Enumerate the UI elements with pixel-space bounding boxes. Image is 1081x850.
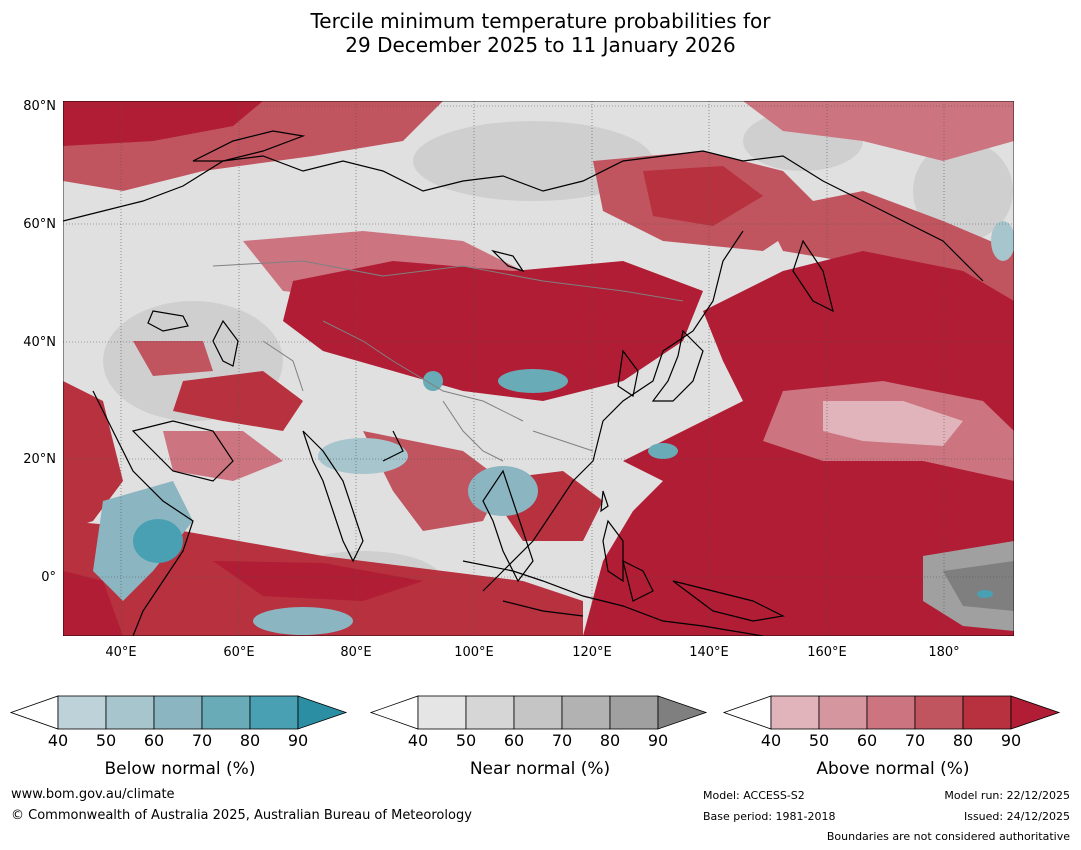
colorbar-near-segment [561, 695, 611, 730]
colorbar-above-segment [818, 695, 868, 730]
colorbar-near-segment [609, 695, 659, 730]
colorbar-below-low-extension [10, 695, 59, 730]
probability-map [63, 101, 1014, 636]
colorbar-above-segment [962, 695, 1012, 730]
colorbar-below-segment [249, 695, 299, 730]
colorbar-below-segment [105, 695, 155, 730]
tick-label: 40 [407, 731, 429, 750]
colorbar-below [10, 695, 348, 730]
tick-label: 40 [760, 731, 782, 750]
footer-model: Model: ACCESS-S2 [703, 789, 805, 802]
tick-label: 70 [551, 731, 573, 750]
tick-label: 90 [287, 731, 309, 750]
lat-label-40n: 40°N [23, 335, 56, 350]
chart-title-line1: Tercile minimum temperature probabilitie… [310, 9, 771, 33]
lat-label-20n: 20°N [23, 452, 56, 467]
tick-label: 50 [95, 731, 117, 750]
colorbar-below-high-extension [297, 695, 348, 730]
colorbar-near [370, 695, 708, 730]
chart-title-line2: 29 December 2025 to 11 January 2026 [345, 33, 736, 57]
tick-label: 40 [47, 731, 69, 750]
colorbar-near-low-extension [370, 695, 419, 730]
above-normal-regions [63, 101, 1014, 636]
lon-label-40e: 40°E [105, 645, 137, 660]
footer-website: www.bom.gov.au/climate [11, 787, 175, 802]
tick-label: 80 [239, 731, 261, 750]
tick-label: 90 [647, 731, 669, 750]
colorbar-below-segment [57, 695, 107, 730]
tick-label: 60 [503, 731, 525, 750]
country-borders [212, 260, 684, 462]
coastlines [63, 130, 984, 636]
graticule [63, 101, 1014, 636]
lat-label-60n: 60°N [23, 217, 56, 232]
colorbar-below-segment [153, 695, 203, 730]
tick-label: 50 [455, 731, 477, 750]
colorbar-above-high-extension [1010, 695, 1061, 730]
colorbar-above-low-extension [723, 695, 772, 730]
colorbar-below-title: Below normal (%) [104, 759, 256, 779]
lon-label-160e: 160°E [807, 645, 847, 660]
colorbar-above-segment [866, 695, 916, 730]
colorbar-near-segment [465, 695, 515, 730]
colorbar-near-segment [513, 695, 563, 730]
lon-label-120e: 120°E [572, 645, 612, 660]
footer-copyright: © Commonwealth of Australia 2025, Austra… [11, 808, 472, 823]
colorbar-above-segment [914, 695, 964, 730]
colorbar-near-segment [417, 695, 467, 730]
colorbar-near-high-extension [657, 695, 708, 730]
colorbar-below-segment [201, 695, 251, 730]
tick-label: 90 [1000, 731, 1022, 750]
tick-label: 60 [143, 731, 165, 750]
lon-label-140e: 140°E [689, 645, 729, 660]
footer-base-period: Base period: 1981-2018 [703, 810, 836, 823]
tick-label: 50 [808, 731, 830, 750]
footer-model-run: Model run: 22/12/2025 [944, 789, 1070, 802]
lon-label-80e: 80°E [340, 645, 372, 660]
lon-label-60e: 60°E [223, 645, 255, 660]
tick-label: 60 [856, 731, 878, 750]
tick-label: 70 [191, 731, 213, 750]
colorbar-above-segment [770, 695, 820, 730]
lon-label-100e: 100°E [454, 645, 494, 660]
tick-label: 80 [952, 731, 974, 750]
colorbar-near-title: Near normal (%) [469, 759, 611, 779]
below-normal-regions [93, 221, 1014, 635]
lat-label-0: 0° [41, 570, 56, 585]
footer-issued: Issued: 24/12/2025 [963, 810, 1070, 823]
lat-label-80n: 80°N [23, 99, 56, 114]
colorbar-above-title: Above normal (%) [816, 759, 970, 779]
footer-disclaimer: Boundaries are not considered authoritat… [826, 830, 1070, 843]
tick-label: 70 [904, 731, 926, 750]
lon-label-180: 180° [928, 645, 960, 660]
tick-label: 80 [599, 731, 621, 750]
colorbar-above [723, 695, 1061, 730]
near-normal-high-region [923, 541, 1014, 631]
